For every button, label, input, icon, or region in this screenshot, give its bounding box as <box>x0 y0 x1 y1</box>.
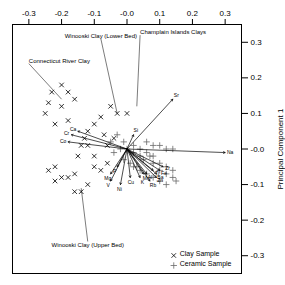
svg-text:Rb: Rb <box>150 182 157 188</box>
svg-text:-0.2: -0.2 <box>251 216 265 225</box>
svg-text:Fe: Fe <box>161 169 167 176</box>
svg-text:Al: Al <box>147 174 153 181</box>
svg-text:Ni: Ni <box>117 186 122 192</box>
svg-text:Champlain Islands Clays: Champlain Islands Clays <box>140 29 206 35</box>
svg-text:0.3: 0.3 <box>220 9 232 18</box>
svg-text:Na: Na <box>227 149 234 155</box>
svg-text:Zn: Zn <box>157 177 163 183</box>
svg-text:-0.1: -0.1 <box>251 180 265 189</box>
svg-text:K: K <box>141 179 145 185</box>
svg-text:Ceramic Sample: Ceramic Sample <box>180 260 232 268</box>
svg-text:Zr: Zr <box>165 165 170 171</box>
svg-text:Ca: Ca <box>70 126 77 132</box>
svg-text:0.3: 0.3 <box>251 38 263 47</box>
svg-text:Sr: Sr <box>174 92 179 98</box>
svg-text:Si: Si <box>134 127 138 133</box>
svg-text:-0.0: -0.0 <box>120 9 134 18</box>
svg-text:Cu: Cu <box>128 179 135 185</box>
svg-text:Winooski Clay (Lower Bed): Winooski Clay (Lower Bed) <box>65 33 137 39</box>
svg-text:0.2: 0.2 <box>251 73 263 82</box>
svg-text:Clay Sample: Clay Sample <box>180 250 220 258</box>
svg-text:-0.1: -0.1 <box>87 9 101 18</box>
svg-text:Connecticut River Clay: Connecticut River Clay <box>29 58 90 64</box>
svg-text:Mn: Mn <box>142 174 150 181</box>
svg-text:V: V <box>107 182 111 188</box>
svg-text:0.1: 0.1 <box>154 9 166 18</box>
svg-text:Mg: Mg <box>104 175 111 181</box>
svg-text:0.1: 0.1 <box>251 109 263 118</box>
svg-text:0.2: 0.2 <box>187 9 199 18</box>
svg-text:-0.3: -0.3 <box>22 9 36 18</box>
svg-text:-0.2: -0.2 <box>55 9 69 18</box>
svg-text:-0.0: -0.0 <box>251 145 265 154</box>
svg-text:Cr: Cr <box>64 130 70 136</box>
svg-text:Principal Component 1: Principal Component 1 <box>276 108 285 189</box>
svg-text:-0.3: -0.3 <box>251 251 265 260</box>
svg-text:P: P <box>113 168 117 174</box>
svg-text:Co: Co <box>60 138 67 144</box>
svg-text:Winooski Clay (Upper Bed): Winooski Clay (Upper Bed) <box>52 242 124 248</box>
